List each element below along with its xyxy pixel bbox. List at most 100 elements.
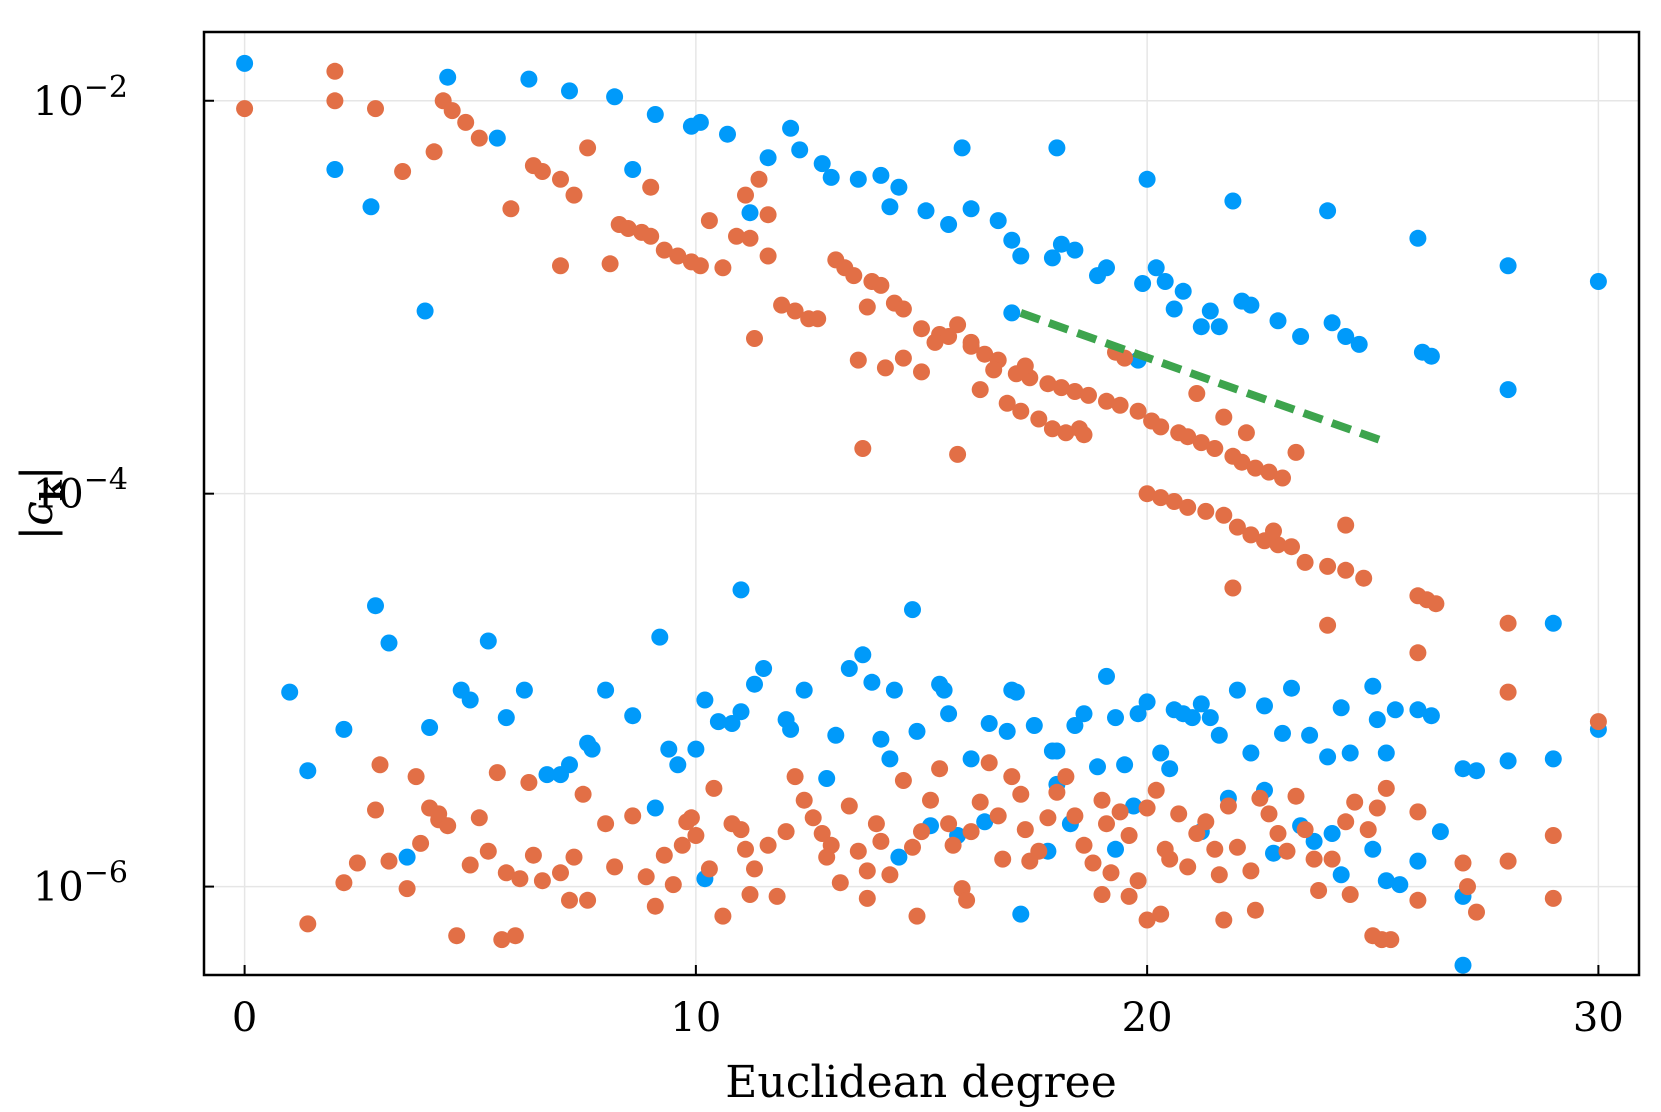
orange-point: [601, 255, 619, 273]
orange-point: [795, 791, 813, 809]
orange-point: [759, 836, 777, 854]
blue-point: [1116, 756, 1134, 774]
x-tick-label: 20: [1122, 995, 1173, 1041]
orange-point: [1228, 518, 1246, 536]
blue-point: [1364, 677, 1382, 695]
plot-frame: [202, 30, 1641, 977]
orange-point: [1589, 713, 1607, 731]
orange-point: [741, 886, 759, 903]
orange-point: [1368, 799, 1386, 817]
blue-point: [1089, 758, 1106, 776]
orange-point: [1030, 410, 1048, 428]
blue-point: [1422, 707, 1440, 725]
orange-point: [1337, 516, 1355, 534]
blue-point: [1332, 699, 1350, 717]
orange-point: [642, 178, 660, 196]
blue-point: [1323, 314, 1341, 332]
orange-point: [732, 821, 750, 839]
orange-point: [1305, 850, 1323, 868]
orange-point: [1310, 882, 1328, 899]
blue-point: [1107, 840, 1124, 858]
blue-point: [1499, 752, 1517, 770]
orange-point: [1188, 825, 1206, 842]
orange-point: [867, 815, 885, 833]
orange-point: [1188, 385, 1206, 402]
orange-point: [687, 827, 705, 844]
orange-point: [1102, 864, 1120, 882]
blue-point: [660, 740, 678, 758]
blue-point: [1134, 275, 1152, 292]
blue-point: [1138, 693, 1156, 711]
blue-point: [1242, 296, 1260, 314]
orange-point: [1197, 502, 1215, 520]
blue-point: [520, 70, 538, 88]
orange-point: [1274, 469, 1291, 487]
blue-point: [940, 216, 958, 233]
blue-point: [1125, 797, 1143, 815]
blue-point: [1048, 139, 1066, 157]
orange-point: [858, 889, 876, 907]
orange-point: [1161, 850, 1179, 868]
blue-point: [953, 139, 971, 157]
blue-point: [1098, 259, 1115, 277]
orange-point: [1219, 797, 1237, 815]
orange-point: [1427, 595, 1445, 613]
blue-point: [1174, 282, 1192, 300]
orange-point: [746, 860, 763, 878]
orange-point: [1003, 768, 1021, 786]
blue-point: [299, 762, 317, 780]
orange-point: [1012, 402, 1030, 420]
orange-point: [1346, 793, 1364, 811]
blue-point: [1337, 328, 1355, 345]
blue-point: [1048, 742, 1066, 760]
y-axis-label-bar-right: |: [12, 465, 63, 480]
orange-point: [335, 874, 353, 892]
blue-point: [606, 88, 624, 106]
blue-point: [1350, 335, 1368, 353]
orange-point: [1359, 821, 1377, 839]
blue-point: [651, 628, 669, 646]
orange-point: [845, 267, 863, 285]
blue-point: [1377, 872, 1395, 890]
orange-point: [1206, 840, 1224, 858]
blue-point: [1377, 744, 1395, 762]
blue-point: [691, 113, 709, 131]
orange-point: [1179, 858, 1197, 876]
blue-point: [908, 722, 926, 740]
blue-point: [1192, 318, 1210, 336]
orange-point: [989, 807, 1007, 825]
orange-point: [1206, 440, 1224, 457]
orange-point: [448, 927, 466, 945]
blue-point: [1052, 235, 1070, 253]
orange-point: [1084, 854, 1102, 872]
orange-point: [746, 330, 763, 347]
blue-point: [1499, 257, 1517, 275]
orange-point: [326, 92, 344, 110]
blue-point: [935, 681, 953, 699]
blue-point: [1152, 744, 1170, 762]
blue-point: [1544, 614, 1562, 632]
orange-point: [904, 838, 921, 856]
orange-point: [488, 764, 506, 782]
blue-point: [1161, 760, 1179, 778]
orange-point: [1197, 813, 1215, 831]
orange-point: [714, 259, 732, 277]
orange-point: [1355, 569, 1373, 587]
orange-point: [1057, 424, 1075, 442]
orange-point: [728, 227, 745, 245]
blue-point: [1007, 683, 1025, 701]
blue-point: [1265, 844, 1282, 862]
blue-point: [1283, 679, 1300, 697]
blue-point: [759, 149, 777, 167]
orange-point: [1377, 779, 1395, 797]
orange-point: [664, 876, 682, 894]
orange-point: [1215, 506, 1233, 524]
blue-point: [1129, 705, 1147, 723]
orange-point: [1319, 616, 1337, 634]
orange-point: [520, 774, 538, 791]
blue-point: [1468, 762, 1485, 780]
orange-point: [367, 801, 384, 819]
orange-point: [606, 858, 624, 876]
orange-point: [804, 809, 822, 827]
orange-point: [1233, 453, 1251, 471]
